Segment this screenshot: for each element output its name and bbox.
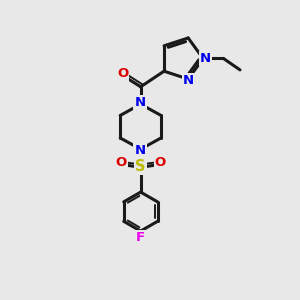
Text: S: S: [135, 159, 146, 174]
Text: O: O: [115, 156, 127, 169]
Text: N: N: [134, 96, 146, 109]
Text: O: O: [155, 156, 166, 169]
Text: N: N: [183, 74, 194, 87]
Text: F: F: [136, 231, 145, 244]
Text: N: N: [134, 144, 146, 157]
Text: O: O: [117, 67, 128, 80]
Text: N: N: [200, 52, 211, 65]
